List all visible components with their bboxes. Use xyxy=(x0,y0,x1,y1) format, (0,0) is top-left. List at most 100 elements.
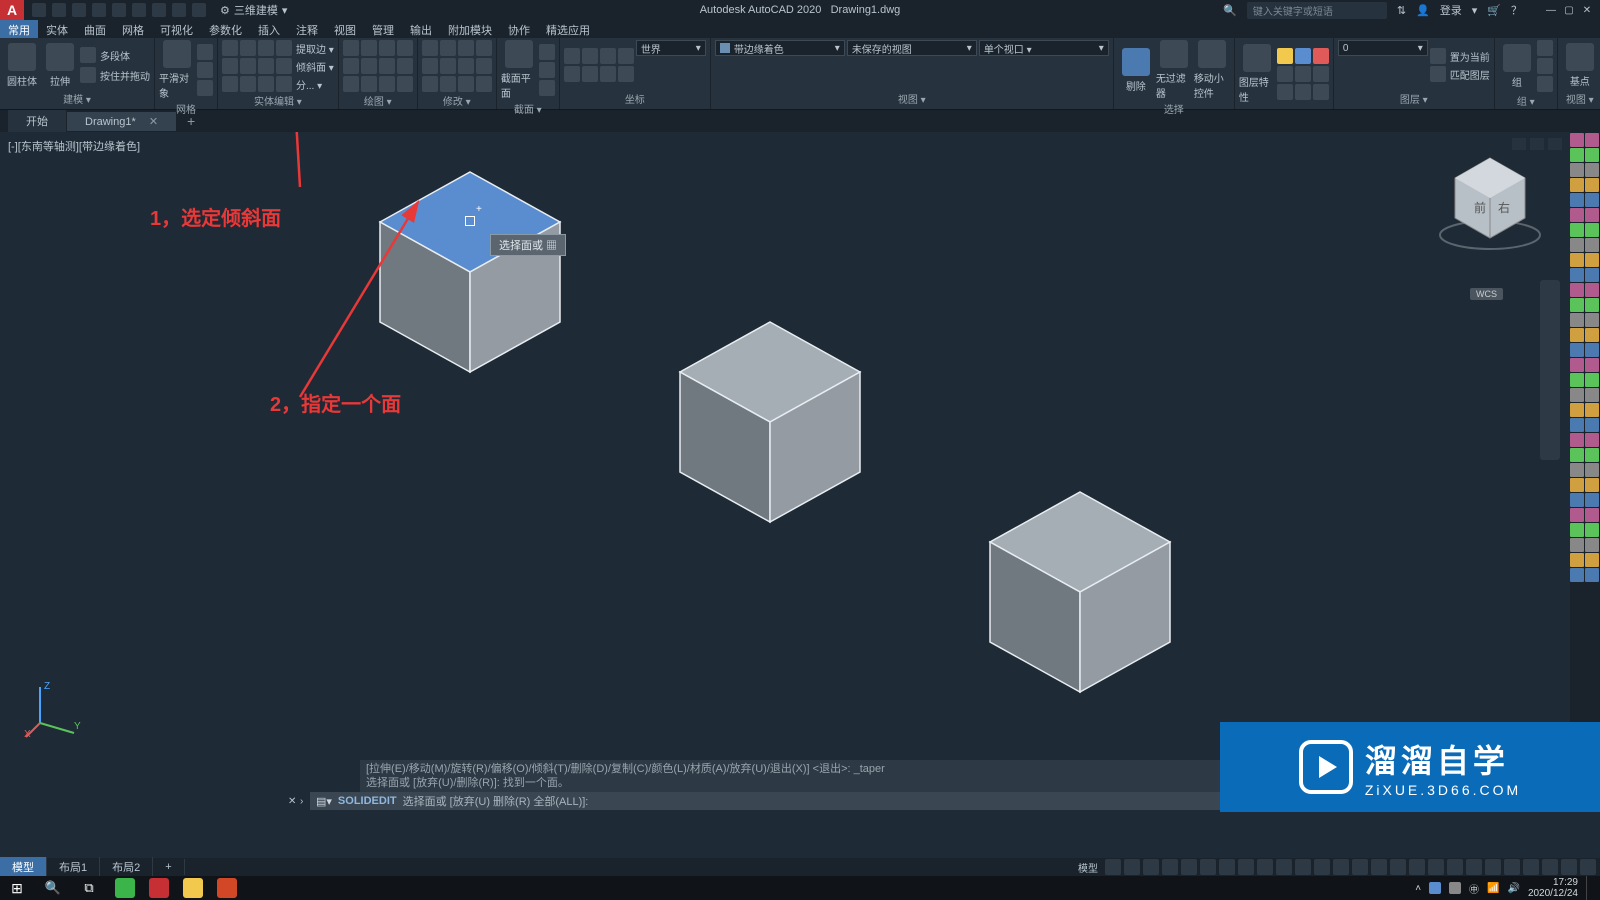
palette-tool[interactable] xyxy=(1585,268,1599,282)
start-tab[interactable]: 开始 xyxy=(8,110,67,132)
palette-tool[interactable] xyxy=(1570,298,1584,312)
palette-tool[interactable] xyxy=(1570,433,1584,447)
palette-tool[interactable] xyxy=(1585,388,1599,402)
ribbon-button[interactable]: 提取边 ▾ xyxy=(276,40,334,56)
ribbon-button[interactable] xyxy=(582,48,598,64)
qat-btn[interactable] xyxy=(112,3,126,17)
statusbar-toggle[interactable] xyxy=(1390,859,1406,875)
ribbon-button[interactable] xyxy=(361,40,377,56)
palette-tool[interactable] xyxy=(1570,388,1584,402)
qat-btn[interactable] xyxy=(132,3,146,17)
ribbon-button[interactable]: 无过滤器 xyxy=(1156,40,1192,100)
menu-item[interactable]: 实体 xyxy=(38,20,76,38)
ribbon-button[interactable]: 圆柱体 xyxy=(4,40,40,90)
statusbar-toggle[interactable] xyxy=(1238,859,1254,875)
ribbon-button[interactable] xyxy=(476,58,492,74)
ribbon-button[interactable] xyxy=(539,62,555,78)
cmd-arrow-icon[interactable]: › xyxy=(300,796,310,806)
ribbon-button[interactable] xyxy=(539,80,555,96)
ribbon-button[interactable] xyxy=(618,48,634,64)
ribbon-button[interactable] xyxy=(422,76,438,92)
palette-tool[interactable] xyxy=(1570,373,1584,387)
cmd-close-icon[interactable]: ✕ xyxy=(288,796,298,806)
statusbar-toggle[interactable] xyxy=(1276,859,1292,875)
qat-btn[interactable] xyxy=(52,3,66,17)
palette-tool[interactable] xyxy=(1585,208,1599,222)
ribbon-button[interactable] xyxy=(222,40,238,56)
palette-tool[interactable] xyxy=(1570,358,1584,372)
statusbar-toggle[interactable] xyxy=(1352,859,1368,875)
palette-tool[interactable] xyxy=(1585,253,1599,267)
palette-tool[interactable] xyxy=(1585,163,1599,177)
menu-item[interactable]: 管理 xyxy=(364,20,402,38)
ribbon-button[interactable] xyxy=(1277,66,1293,82)
ribbon-dropdown[interactable]: 0▾ xyxy=(1338,40,1428,56)
qat-btn[interactable] xyxy=(172,3,186,17)
palette-tool[interactable] xyxy=(1570,343,1584,357)
statusbar-toggle[interactable] xyxy=(1181,859,1197,875)
layout-tab[interactable]: 模型 xyxy=(0,857,47,877)
add-tab-button[interactable]: + xyxy=(177,113,205,129)
statusbar-toggle[interactable] xyxy=(1447,859,1463,875)
palette-tool[interactable] xyxy=(1585,238,1599,252)
ribbon-button[interactable] xyxy=(397,76,413,92)
ribbon-button[interactable] xyxy=(440,58,456,74)
palette-tool[interactable] xyxy=(1585,373,1599,387)
palette-tool[interactable] xyxy=(1570,268,1584,282)
menu-item[interactable]: 常用 xyxy=(0,20,38,38)
cart-icon[interactable]: 🛒 xyxy=(1487,4,1501,17)
statusbar-toggle[interactable] xyxy=(1561,859,1577,875)
ribbon-button[interactable] xyxy=(197,44,213,60)
palette-tool[interactable] xyxy=(1585,508,1599,522)
ribbon-button[interactable] xyxy=(258,58,274,74)
ribbon-button[interactable] xyxy=(343,58,359,74)
palette-tool[interactable] xyxy=(1585,223,1599,237)
ribbon-button[interactable] xyxy=(343,40,359,56)
statusbar-toggle[interactable] xyxy=(1409,859,1425,875)
palette-tool[interactable] xyxy=(1570,328,1584,342)
ribbon-button[interactable] xyxy=(379,76,395,92)
wifi-icon[interactable]: 📶 xyxy=(1487,883,1499,894)
statusbar-toggle[interactable] xyxy=(1219,859,1235,875)
menu-item[interactable]: 视图 xyxy=(326,20,364,38)
palette-tool[interactable] xyxy=(1585,298,1599,312)
ribbon-button[interactable] xyxy=(1537,40,1553,56)
ribbon-button[interactable] xyxy=(258,40,274,56)
layout-tab[interactable]: 布局1 xyxy=(47,857,100,877)
show-desktop[interactable] xyxy=(1586,876,1592,900)
statusbar-toggle[interactable] xyxy=(1257,859,1273,875)
ribbon-button[interactable] xyxy=(564,66,580,82)
palette-tool[interactable] xyxy=(1570,553,1584,567)
ribbon-button[interactable]: 匹配图层 xyxy=(1430,66,1490,82)
statusbar-toggle[interactable] xyxy=(1295,859,1311,875)
palette-tool[interactable] xyxy=(1570,508,1584,522)
sync-icon[interactable]: ⇅ xyxy=(1397,4,1406,17)
ribbon-button[interactable]: 移动小控件 xyxy=(1194,40,1230,100)
ribbon-dropdown[interactable]: 带边缘着色▾ xyxy=(715,40,845,56)
palette-tool[interactable] xyxy=(1570,208,1584,222)
palette-tool[interactable] xyxy=(1585,553,1599,567)
ribbon-button[interactable]: 倾斜面 ▾ xyxy=(276,58,334,74)
ribbon-button[interactable] xyxy=(197,80,213,96)
close-icon[interactable]: ✕ xyxy=(1580,4,1594,16)
ime-icon[interactable]: ㊥ xyxy=(1469,881,1479,896)
ribbon-button[interactable]: 平滑对象 xyxy=(159,40,195,100)
menu-item[interactable]: 协作 xyxy=(500,20,538,38)
palette-tool[interactable] xyxy=(1570,418,1584,432)
statusbar-toggle[interactable] xyxy=(1466,859,1482,875)
volume-icon[interactable]: 🔊 xyxy=(1507,883,1519,894)
ribbon-button[interactable] xyxy=(458,40,474,56)
ribbon-button[interactable] xyxy=(1537,58,1553,74)
tray-icon[interactable] xyxy=(1429,882,1441,894)
help-icon[interactable]: ？ xyxy=(1511,2,1522,18)
layout-tab[interactable]: 布局2 xyxy=(100,857,153,877)
workspace-switcher[interactable]: ⚙ 三维建模 ▾ xyxy=(220,2,287,18)
palette-tool[interactable] xyxy=(1585,343,1599,357)
ribbon-button[interactable] xyxy=(222,76,238,92)
search-button[interactable]: 🔍 xyxy=(36,876,70,900)
ribbon-button[interactable] xyxy=(197,62,213,78)
ribbon-button[interactable] xyxy=(379,58,395,74)
statusbar-toggle[interactable] xyxy=(1428,859,1444,875)
tab-close-icon[interactable]: ✕ xyxy=(149,116,158,128)
taskbar-app[interactable] xyxy=(210,876,244,900)
